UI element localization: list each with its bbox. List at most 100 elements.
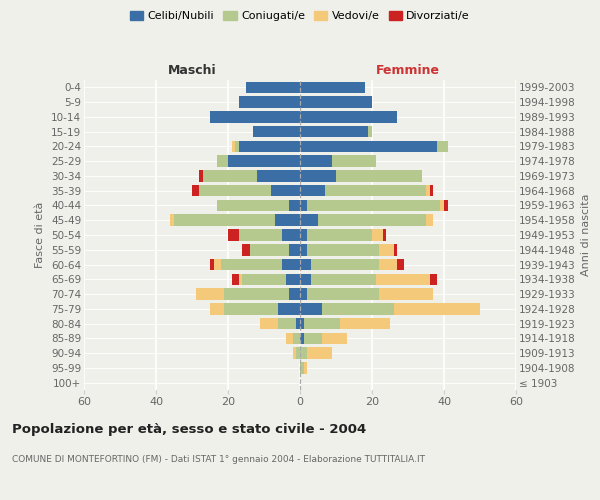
Bar <box>293 332 300 344</box>
Bar <box>293 348 296 359</box>
Bar <box>397 259 404 270</box>
Bar <box>296 348 300 359</box>
Bar <box>192 185 199 196</box>
Bar <box>174 214 275 226</box>
Bar <box>289 200 300 211</box>
Bar <box>217 200 289 211</box>
Bar <box>394 303 480 314</box>
Bar <box>307 348 332 359</box>
Bar <box>426 185 430 196</box>
Bar <box>307 288 379 300</box>
Bar <box>228 156 300 167</box>
Bar <box>278 318 296 330</box>
Bar <box>437 140 448 152</box>
Text: Popolazione per età, sesso e stato civile - 2004: Popolazione per età, sesso e stato civil… <box>12 422 366 436</box>
Bar <box>289 288 300 300</box>
Text: Maschi: Maschi <box>167 64 217 77</box>
Bar <box>221 259 282 270</box>
Bar <box>300 362 304 374</box>
Bar <box>300 348 307 359</box>
Bar <box>210 111 300 122</box>
Bar <box>300 303 322 314</box>
Bar <box>199 185 271 196</box>
Bar <box>199 170 203 181</box>
Bar <box>322 332 347 344</box>
Bar <box>217 156 228 167</box>
Bar <box>368 126 372 138</box>
Bar <box>235 140 239 152</box>
Bar <box>228 229 239 241</box>
Bar <box>253 126 300 138</box>
Bar <box>426 214 433 226</box>
Bar <box>383 229 386 241</box>
Bar <box>289 244 300 256</box>
Bar <box>372 229 383 241</box>
Y-axis label: Anni di nascita: Anni di nascita <box>581 194 591 276</box>
Bar <box>242 274 286 285</box>
Bar <box>260 318 278 330</box>
Bar <box>430 185 433 196</box>
Bar <box>440 200 444 211</box>
Bar <box>336 170 422 181</box>
Bar <box>376 274 430 285</box>
Bar <box>307 200 440 211</box>
Bar <box>379 288 433 300</box>
Bar <box>286 274 300 285</box>
Bar <box>300 156 332 167</box>
Bar <box>300 274 311 285</box>
Bar <box>307 244 379 256</box>
Bar <box>282 259 300 270</box>
Bar <box>311 259 379 270</box>
Bar <box>242 244 250 256</box>
Bar <box>300 259 311 270</box>
Bar <box>300 288 307 300</box>
Bar <box>300 244 307 256</box>
Legend: Celibi/Nubili, Coniugati/e, Vedovi/e, Divorziati/e: Celibi/Nubili, Coniugati/e, Vedovi/e, Di… <box>130 10 470 21</box>
Bar <box>170 214 174 226</box>
Bar <box>250 244 289 256</box>
Bar <box>300 229 307 241</box>
Bar <box>300 96 372 108</box>
Bar <box>379 244 394 256</box>
Bar <box>322 303 394 314</box>
Bar <box>300 111 397 122</box>
Bar <box>379 259 397 270</box>
Bar <box>246 82 300 93</box>
Bar <box>232 274 239 285</box>
Bar <box>196 288 224 300</box>
Bar <box>444 200 448 211</box>
Bar <box>300 82 365 93</box>
Bar <box>296 318 300 330</box>
Bar <box>300 185 325 196</box>
Bar <box>224 303 278 314</box>
Bar <box>307 229 372 241</box>
Bar <box>394 244 397 256</box>
Bar <box>300 214 318 226</box>
Bar <box>239 229 282 241</box>
Bar <box>232 140 235 152</box>
Bar <box>311 274 376 285</box>
Bar <box>430 274 437 285</box>
Bar <box>203 170 257 181</box>
Bar <box>278 303 300 314</box>
Bar <box>300 126 368 138</box>
Bar <box>214 259 221 270</box>
Bar <box>325 185 426 196</box>
Bar <box>304 362 307 374</box>
Bar <box>300 332 304 344</box>
Bar <box>300 170 336 181</box>
Text: Femmine: Femmine <box>376 64 440 77</box>
Y-axis label: Fasce di età: Fasce di età <box>35 202 46 268</box>
Bar <box>239 274 242 285</box>
Bar <box>257 170 300 181</box>
Bar <box>318 214 426 226</box>
Bar <box>224 288 289 300</box>
Bar <box>304 318 340 330</box>
Bar <box>239 96 300 108</box>
Bar <box>300 318 304 330</box>
Bar <box>300 200 307 211</box>
Bar <box>210 259 214 270</box>
Bar <box>300 140 437 152</box>
Bar <box>239 140 300 152</box>
Bar <box>286 332 293 344</box>
